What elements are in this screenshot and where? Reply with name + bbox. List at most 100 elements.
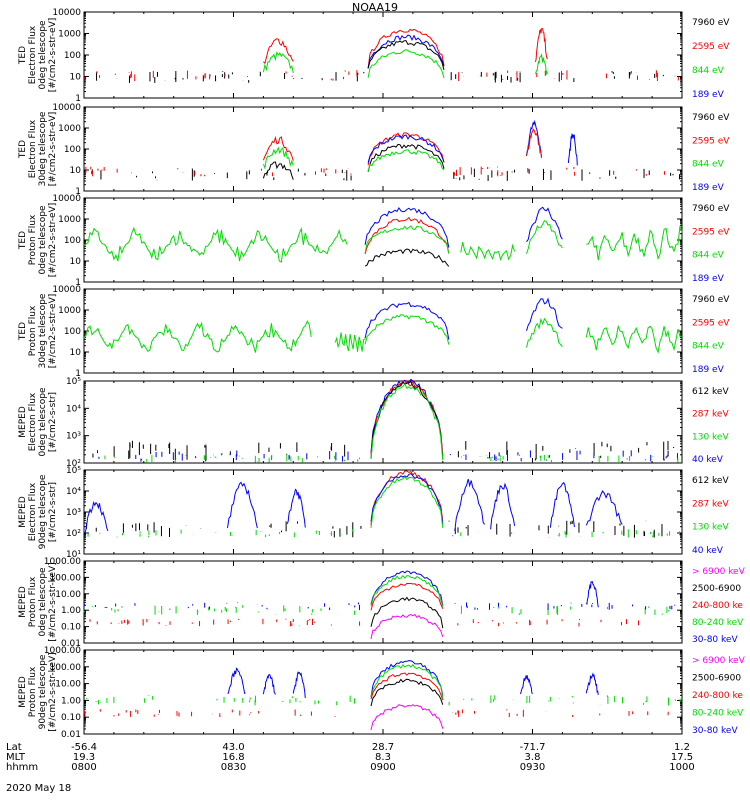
data-series-green [364, 314, 450, 345]
x-tick-label: 0830 [220, 762, 247, 773]
x-tick-label: 3.8 [524, 752, 541, 763]
data-series-blue [526, 119, 542, 157]
data-series-blue [454, 478, 486, 532]
legend-entry: 612 keV [692, 387, 729, 397]
data-series-red [535, 27, 548, 63]
data-series-black [370, 380, 444, 459]
legend-entry: 612 keV [692, 476, 729, 486]
data-series-blue [526, 297, 563, 331]
data-series-blue [567, 133, 578, 166]
y-tick-label: 10 [70, 73, 82, 83]
y-tick-label: 10² [66, 529, 81, 539]
legend-entry: 2595 eV [692, 136, 730, 146]
y-tick-label: 100 [64, 236, 81, 246]
y-tick-label: 1000 [58, 124, 81, 134]
x-tick-label: 0930 [519, 762, 546, 773]
data-series-green [526, 220, 563, 254]
data-series-black [370, 678, 444, 707]
y-axis-label-line: TED [18, 46, 28, 65]
y-axis-label-line: [#/cm2-s-str-eV] [48, 294, 58, 369]
panel-3-frame [83, 197, 683, 283]
y-tick-label: 1 [75, 187, 81, 197]
y-axis-label-line: [#/cm2-s-str-keV] [48, 652, 58, 731]
x-tick-label: 16.8 [222, 752, 245, 763]
y-axis-label-line: 0deg telescope [38, 387, 48, 457]
date-label: 2020 May 18 [6, 783, 72, 794]
legend-entry: 189 eV [692, 90, 725, 100]
y-axis-label-line: TED [18, 231, 28, 250]
y-axis-label-line: MEPED [18, 406, 28, 438]
y-tick-label: 1 [75, 278, 81, 288]
y-tick-label: 10⁴ [66, 404, 81, 414]
y-axis-label-line: 30deg telescope [38, 293, 48, 368]
y-tick-label: 1000 [58, 215, 81, 225]
legend-entry: > 6900 keV [692, 567, 746, 577]
data-series-green [370, 575, 444, 607]
y-axis-label-line: 30deg telescope [38, 111, 48, 186]
y-axis-label-line: Proton Flux [28, 666, 38, 717]
data-series-blue [370, 473, 444, 524]
x-row-name: hhmm [6, 762, 39, 773]
y-tick-label: 1 [75, 369, 81, 379]
y-tick-label: 10 [70, 348, 82, 358]
legend-entry: 40 keV [692, 455, 724, 465]
data-series-black [370, 596, 444, 629]
y-tick-label: 0.01 [61, 639, 81, 649]
data-series-blue [83, 501, 109, 534]
data-series-red [370, 672, 444, 701]
y-axis-label-line: 90deg telescope [38, 654, 48, 729]
legend-entry: 844 eV [692, 66, 725, 76]
legend-entry: 844 eV [692, 342, 725, 352]
data-series-magenta [370, 704, 444, 731]
y-tick-label: 10000 [52, 194, 81, 204]
legend-entry: 189 eV [692, 274, 725, 284]
data-series-blue [370, 660, 444, 698]
data-series-blue [520, 674, 533, 695]
y-tick-label: 10000 [52, 103, 81, 113]
data-series-black [367, 40, 445, 71]
data-series-blue [370, 570, 444, 606]
data-series-blue [526, 206, 563, 243]
data-series-red [367, 28, 445, 69]
legend-entry: 844 eV [692, 251, 725, 261]
y-tick-label: 10³ [66, 432, 81, 442]
y-axis-label-line: TED [18, 140, 28, 159]
data-series-blue [585, 672, 599, 695]
legend-entry: 7960 eV [692, 113, 730, 123]
y-axis-label-line: [#/cm2-s-str-keV] [48, 562, 58, 641]
data-series-blue [490, 482, 516, 530]
data-series-green [364, 225, 450, 254]
x-tick-label: 28.7 [371, 742, 395, 753]
y-tick-label: 10 [70, 257, 82, 267]
data-series-green [83, 320, 312, 353]
y-axis-label-line: [#/cm2-s-str] [48, 482, 58, 542]
y-axis-label-line: Electron Flux [28, 392, 38, 451]
y-tick-label: 1000.00 [44, 557, 81, 567]
y-tick-label: 10 [70, 166, 82, 176]
data-series-black [262, 161, 294, 180]
data-series-green [262, 51, 294, 74]
x-tick-label: 19.3 [72, 752, 96, 763]
y-axis-label-line: MEPED [18, 586, 28, 618]
data-series-green [367, 49, 445, 79]
legend-entry: 30-80 keV [692, 726, 738, 736]
y-tick-label: 10² [66, 459, 81, 469]
legend-entry: 189 eV [692, 183, 725, 193]
data-series-red [262, 135, 294, 161]
data-series-green [262, 146, 294, 170]
y-tick-label: 10³ [66, 508, 81, 518]
y-tick-label: 10.00 [55, 680, 81, 690]
legend-entry: 7960 eV [692, 295, 730, 305]
y-axis-label-line: Proton Flux [28, 214, 38, 265]
panel-8-frame [83, 649, 683, 735]
data-series-blue [262, 674, 276, 695]
y-tick-label: 10000 [52, 8, 81, 18]
data-series-red [263, 38, 294, 65]
y-tick-label: 100 [64, 51, 81, 61]
y-tick-label: 10⁴ [66, 487, 81, 497]
y-axis-label-line: Proton Flux [28, 305, 38, 356]
data-series-blue [549, 481, 575, 528]
legend-entry: 7960 eV [692, 18, 730, 28]
legend-entry: 240-800 ke [692, 601, 743, 611]
